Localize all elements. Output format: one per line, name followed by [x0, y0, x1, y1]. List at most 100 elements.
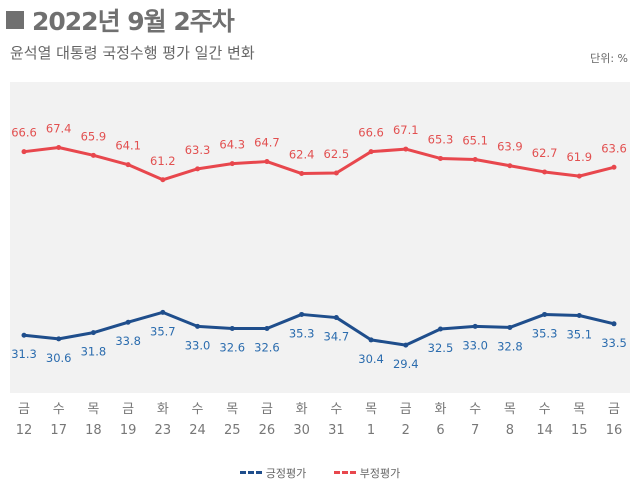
data-point: [90, 330, 96, 336]
data-point: [195, 323, 201, 329]
data-label: 32.8: [497, 339, 523, 353]
data-label: 30.4: [358, 352, 384, 366]
data-point: [56, 336, 62, 342]
data-label: 35.7: [150, 324, 176, 338]
data-label: 32.6: [254, 340, 280, 354]
x-tick-date: 26: [259, 423, 276, 438]
data-label: 63.6: [601, 141, 627, 155]
x-tick-date: 31: [328, 423, 345, 438]
x-tick-date: 17: [50, 423, 67, 438]
data-point: [472, 156, 478, 162]
data-label: 32.6: [219, 340, 245, 354]
data-point: [299, 311, 305, 317]
data-point: [333, 315, 339, 321]
data-point: [264, 159, 270, 165]
x-tick-date: 30: [293, 423, 310, 438]
data-point: [576, 312, 582, 318]
legend-label: 부정평가: [359, 467, 401, 480]
data-point: [507, 163, 513, 169]
x-tick-weekday: 목: [226, 402, 238, 417]
data-label: 29.4: [393, 357, 419, 371]
data-point: [160, 309, 166, 315]
data-label: 33.8: [115, 334, 141, 348]
x-tick-weekday: 금: [122, 402, 134, 417]
data-point: [299, 171, 305, 177]
legend-swatch-negative: [333, 471, 356, 474]
x-tick-date: 18: [85, 423, 102, 438]
data-label: 67.4: [46, 122, 72, 136]
data-point: [611, 164, 617, 170]
data-point: [403, 146, 409, 152]
data-point: [125, 319, 131, 325]
data-point: [542, 311, 548, 317]
x-tick-weekday: 수: [192, 402, 204, 417]
x-tick-weekday: 수: [539, 402, 551, 417]
data-label: 66.6: [358, 126, 384, 140]
data-point: [507, 324, 513, 330]
data-label: 35.3: [532, 326, 558, 340]
data-label: 34.7: [324, 330, 350, 344]
data-label: 33.0: [185, 338, 211, 352]
legend-label: 긍정평가: [265, 467, 307, 480]
data-label: 64.1: [115, 139, 141, 153]
x-tick-weekday: 수: [469, 402, 481, 417]
data-point: [333, 170, 339, 176]
data-point: [125, 162, 131, 168]
data-label: 35.3: [289, 326, 315, 340]
data-label: 61.2: [150, 154, 176, 168]
data-point: [56, 145, 62, 151]
chart-subtitle: 윤석열 대통령 국정수행 평가 일간 변화: [10, 44, 255, 62]
data-label: 63.3: [185, 143, 211, 157]
title-text: 2022년 9월 2주차: [32, 7, 235, 36]
data-point: [576, 173, 582, 179]
data-label: 63.9: [497, 140, 523, 154]
title-square-icon: [6, 11, 24, 29]
data-label: 66.6: [11, 126, 37, 140]
data-point: [195, 166, 201, 172]
data-point: [403, 342, 409, 348]
legend: 긍정평가 부정평가: [0, 465, 640, 481]
data-label: 64.3: [219, 138, 245, 152]
data-label: 61.9: [566, 150, 592, 164]
data-label: 64.7: [254, 136, 280, 150]
data-label: 31.3: [11, 347, 37, 361]
data-point: [160, 177, 166, 183]
data-label: 65.9: [81, 129, 107, 143]
data-label: 35.1: [566, 327, 592, 341]
data-point: [368, 149, 374, 155]
legend-swatch-positive: [239, 471, 262, 474]
x-tick-weekday: 금: [400, 402, 412, 417]
x-tick-date: 12: [16, 423, 33, 438]
x-tick-date: 25: [224, 423, 241, 438]
data-point: [437, 326, 443, 332]
data-point: [21, 149, 27, 155]
series-line-부정평가: [23, 146, 615, 182]
data-point: [611, 321, 617, 327]
data-label: 32.5: [428, 341, 454, 355]
x-tick-date: 6: [436, 423, 444, 438]
x-tick-weekday: 금: [261, 402, 273, 417]
legend-item-positive: 긍정평가: [239, 465, 307, 481]
x-tick-date: 14: [536, 423, 553, 438]
x-tick-date: 8: [506, 423, 514, 438]
x-tick-weekday: 목: [87, 402, 99, 417]
x-tick-date: 24: [189, 423, 206, 438]
data-point: [229, 325, 235, 331]
data-label: 65.3: [428, 132, 454, 146]
data-point: [368, 337, 374, 343]
data-point: [264, 325, 270, 331]
x-tick-weekday: 수: [330, 402, 342, 417]
data-label: 62.4: [289, 148, 315, 162]
x-tick-weekday: 화: [157, 402, 169, 417]
x-tick-date: 2: [402, 423, 410, 438]
data-point: [229, 161, 235, 167]
data-point: [437, 155, 443, 161]
x-tick-date: 16: [606, 423, 623, 438]
x-tick-date: 23: [155, 423, 172, 438]
data-point: [21, 332, 27, 338]
data-point: [90, 152, 96, 158]
x-tick-weekday: 금: [18, 402, 30, 417]
x-tick-weekday: 목: [365, 402, 377, 417]
data-label: 31.8: [81, 345, 107, 359]
